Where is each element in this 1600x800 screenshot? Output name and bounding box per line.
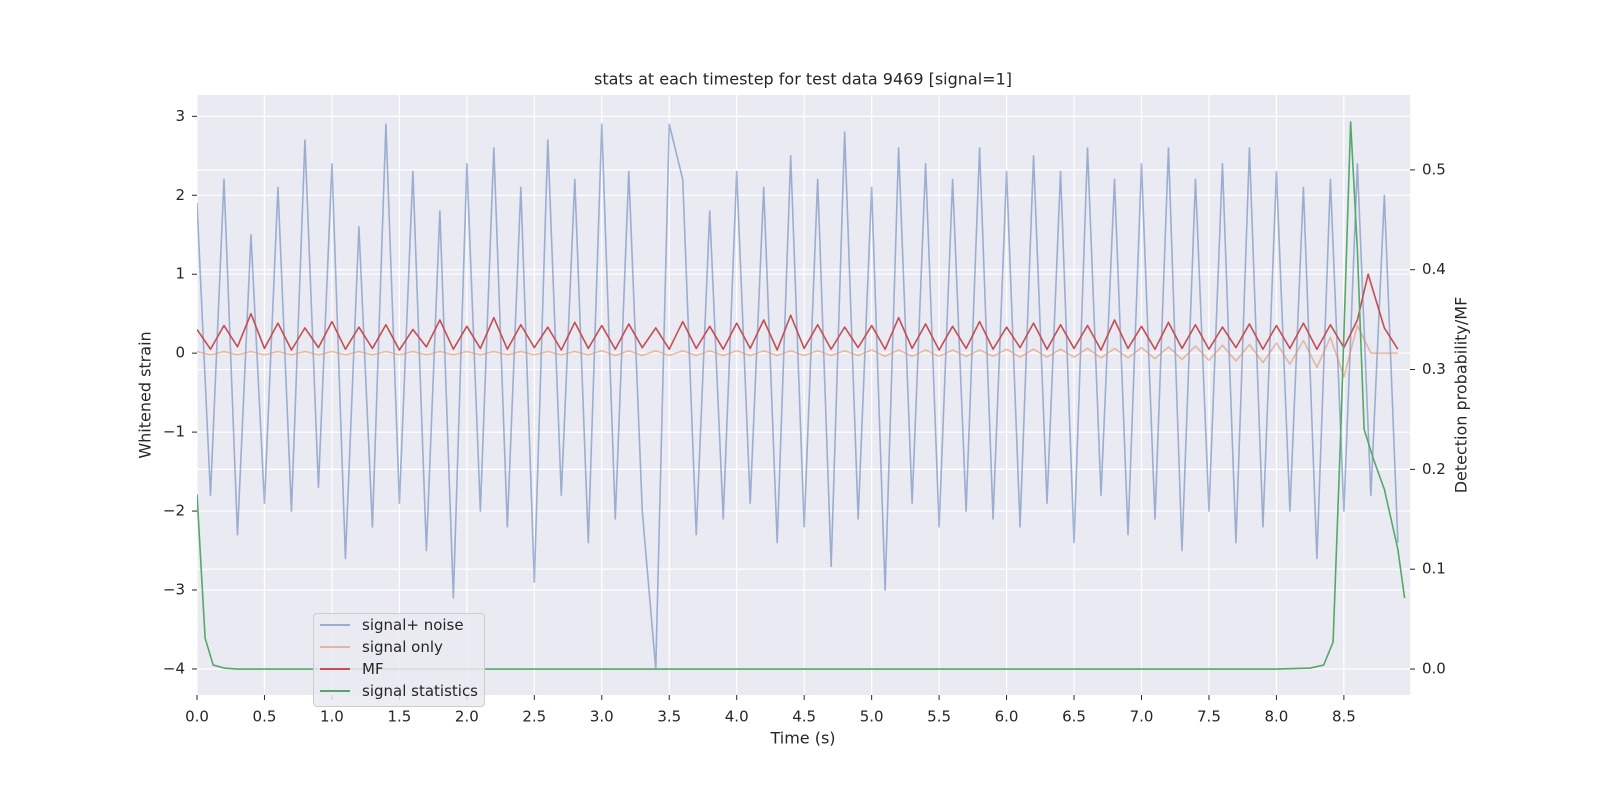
y2-tick-label: 0.2 [1422,460,1446,478]
y-tick-label: −2 [163,502,185,520]
y-tick-label: −3 [163,581,185,599]
x-tick-label: 5.5 [927,708,951,726]
legend: signal+ noise signal only MF signal statist… [313,613,485,707]
legend-swatch [320,624,350,626]
x-tick-label: 2.5 [522,708,546,726]
y2-tick-label: 0.4 [1422,260,1446,278]
legend-swatch [320,690,350,692]
legend-label: signal statistics [362,682,479,700]
series-line [197,123,1399,670]
y-axis-label: Whitened strain [136,331,155,458]
x-axis-label: Time (s) [769,729,835,748]
y-tick-label: 0 [175,344,185,362]
legend-label: signal only [362,638,443,656]
series-line [197,273,1399,351]
y2-tick-label: 0.0 [1422,660,1446,678]
y-tick-label: 3 [175,107,185,125]
legend-entry: signal+ noise [314,614,484,636]
y-tick-label: −1 [163,423,185,441]
y-tick-label: 2 [175,186,185,204]
y2-axis-label: Detection probability/MF [1452,297,1471,494]
x-tick-label: 4.5 [792,708,816,726]
x-tick-label: 1.0 [320,708,344,726]
x-tick-label: 6.5 [1062,708,1086,726]
y2-tick-label: 0.5 [1422,160,1446,178]
x-tick-label: 4.0 [725,708,749,726]
x-tick-label: 0.5 [253,708,277,726]
y2-tick-label: 0.3 [1422,360,1446,378]
x-tick-label: 1.5 [387,708,411,726]
x-tick-label: 3.0 [590,708,614,726]
legend-entry: MF [314,658,484,680]
x-tick-label: 8.5 [1332,708,1356,726]
series-line [197,324,1398,378]
x-tick-label: 7.0 [1130,708,1154,726]
x-tick-label: 3.5 [657,708,681,726]
x-tick-label: 0.0 [185,708,209,726]
chart-title: stats at each timestep for test data 946… [594,70,1012,89]
x-tick-label: 2.0 [455,708,479,726]
legend-entry: signal statistics [314,680,484,702]
x-tick-label: 5.0 [860,708,884,726]
series-line [197,121,1406,670]
legend-label: signal+ noise [362,616,464,634]
y2-tick-label: 0.1 [1422,560,1446,578]
plot-area [197,95,1410,695]
x-tick-label: 6.0 [995,708,1019,726]
x-tick-label: 7.5 [1197,708,1221,726]
legend-swatch [320,646,350,648]
legend-swatch [320,668,350,670]
legend-label: MF [362,660,384,678]
x-tick-label: 8.0 [1264,708,1288,726]
y-tick-label: −4 [163,659,185,677]
y-tick-label: 1 [175,265,185,283]
legend-entry: signal only [314,636,484,658]
